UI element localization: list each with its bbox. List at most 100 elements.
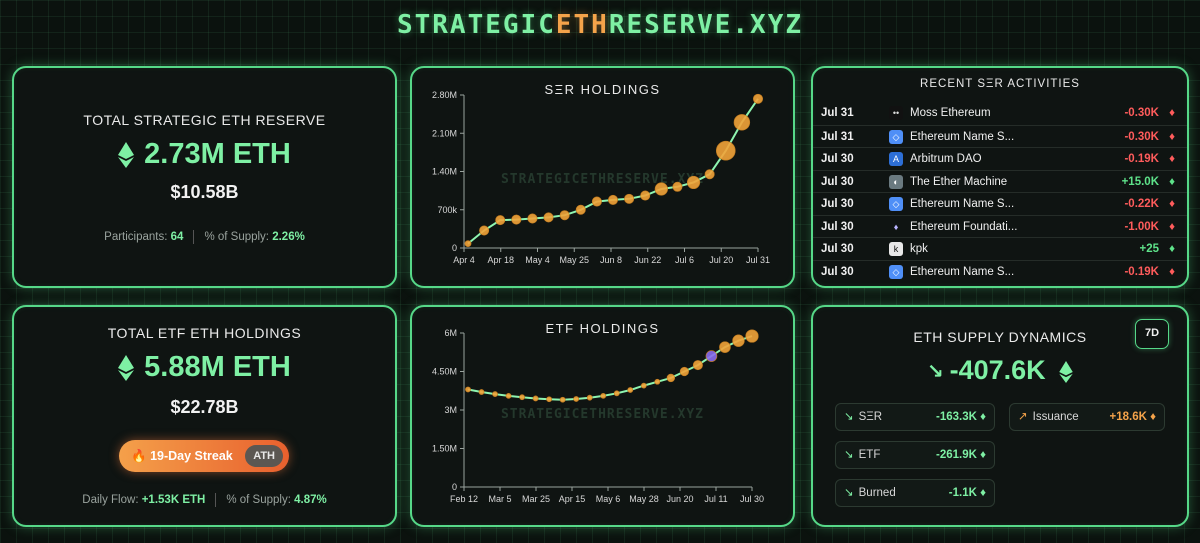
data-point: [532, 395, 539, 402]
strategic-reserve-card: TOTAL STRATEGIC ETH RESERVE 2.73M ETH $1…: [12, 66, 397, 288]
y-tick-label: 2.10M: [432, 128, 457, 138]
data-point: [705, 350, 718, 362]
etf-footer: Daily Flow: +1.53K ETH% of Supply: 4.87%: [82, 493, 327, 507]
x-tick-label: Jun 8: [600, 255, 622, 265]
data-point: [479, 225, 490, 236]
trend-down-icon: ↘: [926, 361, 944, 384]
eth-icon: ♦: [1169, 153, 1175, 165]
x-tick-label: Jul 30: [740, 494, 764, 504]
activity-name: Ethereum Name S...: [910, 265, 1015, 278]
activity-row[interactable]: Jul 30 ◇ Ethereum Name S... -0.19K ♦: [813, 259, 1187, 283]
x-tick-label: Mar 25: [522, 494, 550, 504]
activity-date: Jul 30: [821, 153, 854, 165]
activity-date: Jul 30: [821, 265, 854, 278]
data-point: [511, 214, 522, 225]
trend-up-icon: ↗: [1018, 411, 1028, 423]
arbitrum-logo-icon: A: [889, 152, 903, 166]
eth-icon: [1059, 360, 1073, 383]
data-point: [573, 396, 580, 402]
supply-title: ETH SUPPLY DYNAMICS: [913, 329, 1087, 345]
burned-supply-pill: ↘ Burned -1.1K ♦: [835, 479, 995, 507]
data-point: [745, 329, 759, 343]
activity-amount: -0.19K: [1124, 265, 1159, 278]
data-point: [752, 93, 763, 104]
reserve-label: TOTAL STRATEGIC ETH RESERVE: [83, 112, 326, 128]
eth-icon: ♦: [1169, 265, 1175, 278]
data-point: [600, 392, 607, 399]
x-tick-label: May 25: [559, 255, 589, 265]
eth-icon: [118, 142, 135, 169]
trend-down-icon: ↘: [844, 487, 854, 499]
etf-label: TOTAL ETF ETH HOLDINGS: [107, 325, 302, 341]
ser-chart-title: SΞR HOLDINGS: [544, 82, 661, 97]
activity-row[interactable]: Jul 30 ♦ Ethereum Foundati... -1.00K ♦: [813, 214, 1187, 238]
x-tick-label: Jul 6: [675, 255, 694, 265]
streak-badge: 🔥 19-Day Streak ATH: [119, 440, 289, 472]
activity-amount: -1.00K: [1124, 220, 1159, 233]
ens-logo-icon: ◇: [889, 197, 903, 211]
activity-row[interactable]: Jul 31 •• Moss Ethereum -0.30K ♦: [813, 102, 1187, 125]
x-tick-label: May 6: [596, 494, 621, 504]
data-point: [704, 169, 715, 180]
period-7d-button[interactable]: 7D: [1135, 319, 1169, 349]
activity-name: kpk: [910, 243, 928, 255]
activity-amount: +25: [1139, 243, 1159, 255]
x-tick-label: Jul 20: [709, 255, 733, 265]
x-tick-label: Jun 22: [634, 255, 661, 265]
supply-value: ↘ -407.6K: [813, 355, 1187, 386]
activity-row[interactable]: Jul 30 ◇ Ethereum Name S... -0.22K ♦: [813, 192, 1187, 215]
data-point: [495, 215, 506, 226]
ser-holdings-chart-card: SΞR HOLDINGS STRATEGICETHRESERVE.XYZ 0 70…: [410, 66, 795, 288]
data-point: [733, 114, 751, 131]
activity-date: Jul 31: [821, 107, 854, 119]
etf-holdings-chart: 0 1.50M 3M 4.50M 6M Feb 12 Mar 5 Mar 25 Apr 15 Ma…: [432, 328, 764, 504]
fire-icon: 🔥: [131, 449, 147, 463]
eth-icon: ♦: [1169, 220, 1175, 233]
activity-amount: -0.19K: [1124, 153, 1159, 165]
eth-icon: ♦: [1169, 130, 1175, 143]
eth-icon: [118, 355, 135, 382]
data-point: [732, 334, 745, 347]
y-tick-label: 4.50M: [432, 367, 457, 377]
data-point: [613, 390, 620, 397]
ether-machine-logo-icon: ◐: [889, 174, 903, 189]
activity-row[interactable]: Jul 30 k kpk +25 ♦: [813, 237, 1187, 260]
etf-supply-pill: ↘ ETF -261.9K ♦: [835, 441, 995, 469]
activity-amount: -0.30K: [1124, 130, 1159, 143]
activity-date: Jul 30: [821, 175, 854, 188]
series-line: [467, 98, 759, 245]
data-point: [679, 366, 689, 377]
ath-badge: ATH: [245, 445, 283, 467]
data-point: [591, 196, 602, 207]
data-point: [465, 386, 471, 393]
x-tick-label: Apr 15: [559, 494, 586, 504]
reserve-value: 2.73M ETH: [14, 138, 395, 171]
activity-name: Ethereum Foundati...: [910, 220, 1018, 233]
ens-logo-icon: ◇: [889, 129, 903, 144]
activity-name: The Ether Machine: [910, 175, 1008, 188]
data-point: [559, 396, 566, 403]
x-tick-label: Mar 5: [488, 494, 511, 504]
y-tick-label: 3M: [444, 405, 457, 415]
y-tick-label: 0: [452, 243, 457, 253]
activity-row[interactable]: Jul 31 ◇ Ethereum Name S... -0.30K ♦: [813, 124, 1187, 148]
data-point: [492, 391, 498, 397]
reserve-usd: $10.58B: [170, 182, 239, 202]
data-point: [640, 190, 651, 201]
activities-title: RECENT SΞR ACTIVITIES: [920, 78, 1080, 90]
data-point: [624, 193, 635, 204]
activity-row[interactable]: Jul 30 ◐ The Ether Machine +15.0K ♦: [813, 169, 1187, 193]
data-point: [672, 181, 683, 192]
data-point: [692, 360, 703, 371]
activity-date: Jul 30: [821, 220, 854, 233]
data-point: [543, 212, 554, 223]
etf-usd: $22.78B: [170, 397, 239, 417]
x-tick-label: Apr 4: [453, 255, 475, 265]
activity-row[interactable]: Jul 30 A Arbitrum DAO -0.19K ♦: [813, 147, 1187, 170]
activity-amount: -0.22K: [1124, 198, 1159, 210]
site-title: STRATEGICETHRESERVE.XYZ: [396, 10, 804, 40]
x-tick-label: May 28: [629, 494, 659, 504]
activity-name: Ethereum Name S...: [910, 198, 1015, 210]
x-tick-label: Jul 11: [704, 494, 727, 504]
issuance-supply-pill: ↗ Issuance +18.6K ♦: [1009, 403, 1165, 431]
